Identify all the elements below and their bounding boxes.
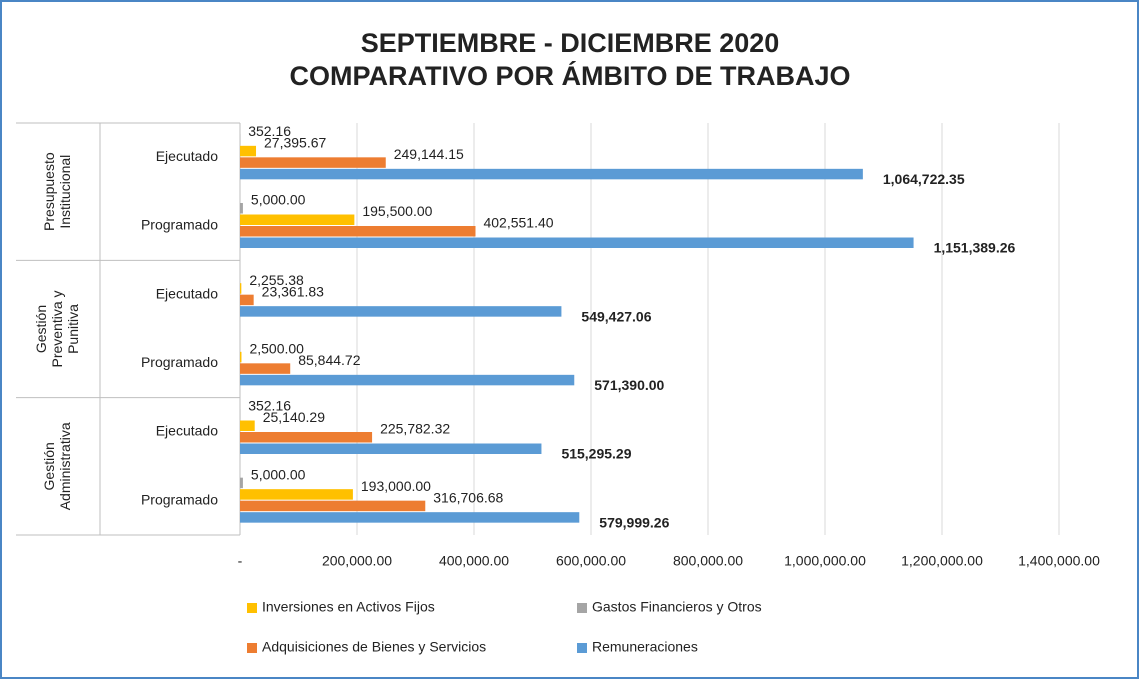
bar [240,420,255,431]
data-label: 5,000.00 [251,466,306,482]
data-label: 515,295.29 [561,446,631,462]
legend-label: Inversiones en Activos Fijos [262,599,435,615]
data-label: 402,551.40 [483,215,553,231]
data-label: 85,844.72 [298,352,360,368]
data-label: 549,427.06 [581,308,651,324]
chart-title: SEPTIEMBRE - DICIEMBRE 2020 [361,28,780,58]
data-label: 579,999.26 [599,514,669,530]
data-label: 2,500.00 [249,341,304,357]
data-label: 1,064,722.35 [883,171,965,187]
data-label: 352.16 [248,398,291,414]
x-tick-label: 200,000.00 [322,553,392,569]
data-label: 249,144.15 [394,146,464,162]
data-label: 27,395.67 [264,135,326,151]
group-label-line: Preventiva y [49,290,65,367]
data-label: 1,151,389.26 [934,240,1016,256]
data-label: 5,000.00 [251,192,306,208]
bar [240,306,562,317]
bar [240,294,254,306]
y-tick-label: Ejecutado [156,148,218,164]
group-label-line: Gestión [33,305,49,353]
group-label: PresupuestoInstitucional [41,152,73,231]
legend-label: Adquisiciones de Bienes y Servicios [262,639,486,655]
bar [240,203,243,214]
chart-title: COMPARATIVO POR ÁMBITO DE TRABAJO [289,60,850,91]
x-tick-label: 600,000.00 [556,553,626,569]
group-label: GestiónPreventiva yPunitiva [33,290,81,367]
bar [240,363,291,374]
legend-label: Gastos Financieros y Otros [592,599,762,615]
x-tick-label: 1,200,000.00 [901,553,983,569]
legend-swatch [577,603,587,613]
bar [240,145,257,157]
data-label: 352.16 [248,123,291,139]
bar [240,226,476,237]
bar [240,489,353,500]
bar [240,168,863,180]
data-label: 316,706.68 [433,489,503,505]
bar [240,477,243,489]
y-tick-label: Ejecutado [156,423,218,439]
x-tick-label: 1,400,000.00 [1018,553,1100,569]
x-tick-label: 800,000.00 [673,553,743,569]
bar [240,214,355,225]
bar [240,374,575,386]
group-label-line: Administrativa [57,422,73,510]
data-label: 23,361.83 [262,283,324,299]
y-tick-label: Programado [141,217,218,233]
bar [240,351,242,363]
bar [240,443,542,454]
group-label-line: Gestión [41,442,57,490]
group-label: GestiónAdministrativa [41,422,73,510]
data-label: 2,255.38 [249,272,304,288]
bar [240,237,914,248]
legend-swatch [247,603,257,613]
data-label: 195,500.00 [362,203,432,219]
data-label: 193,000.00 [361,478,431,494]
bar [240,157,386,168]
x-tick-label: 1,000,000.00 [784,553,866,569]
bar [240,283,242,294]
group-label-line: Institucional [57,155,73,229]
y-tick-label: Programado [141,354,218,370]
data-label: 25,140.29 [263,409,325,425]
legend-label: Remuneraciones [592,639,698,655]
bar [240,500,426,512]
legend-swatch [577,643,587,653]
bar [240,432,373,443]
x-tick-label: - [238,553,243,569]
data-label: 571,390.00 [594,377,664,393]
data-label: 225,782.32 [380,421,450,437]
y-tick-label: Ejecutado [156,285,218,301]
group-label-line: Punitiva [65,304,81,354]
bar [240,512,580,523]
y-tick-label: Programado [141,491,218,507]
x-tick-label: 400,000.00 [439,553,509,569]
legend-swatch [247,643,257,653]
group-label-line: Presupuesto [41,152,57,231]
